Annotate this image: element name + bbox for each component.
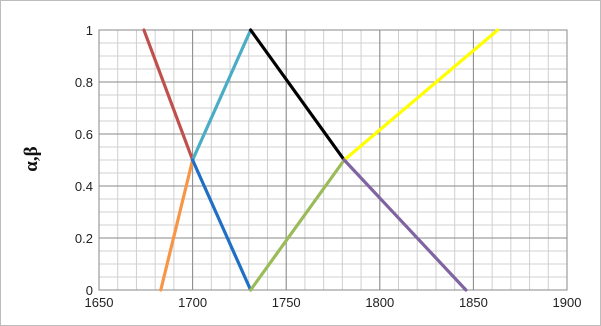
series-line-2 <box>159 158 195 292</box>
y-tick-label: 0.6 <box>75 127 93 142</box>
x-tick-label: 1850 <box>459 295 488 310</box>
y-axis-ticks: 0 0.2 0.4 0.6 0.8 1 <box>75 23 93 298</box>
series-line-4 <box>191 158 253 292</box>
series-line-3 <box>191 28 253 162</box>
series-lines <box>142 28 500 292</box>
x-tick-label: 1750 <box>272 295 301 310</box>
series-line-8 <box>342 158 468 292</box>
x-tick-label: 1900 <box>553 295 582 310</box>
series-line-7 <box>342 28 500 162</box>
x-tick-label: 1700 <box>178 295 207 310</box>
y-tick-label: 0 <box>86 283 93 298</box>
series-line-1 <box>142 28 195 162</box>
x-tick-label: 1800 <box>365 295 394 310</box>
x-axis-ticks: 1650 1700 1750 1800 1850 1900 <box>85 295 582 310</box>
major-gridlines <box>98 29 568 291</box>
x-tick-label: 1650 <box>85 295 114 310</box>
y-tick-label: 0.8 <box>75 75 93 90</box>
series-line-5 <box>249 28 346 162</box>
y-tick-label: 0.2 <box>75 231 93 246</box>
y-tick-label: 1 <box>86 23 93 38</box>
y-tick-label: 0.4 <box>75 179 93 194</box>
series-line-6 <box>249 158 346 292</box>
y-axis-title: α,β <box>21 146 42 171</box>
plot-area-border <box>98 29 568 291</box>
